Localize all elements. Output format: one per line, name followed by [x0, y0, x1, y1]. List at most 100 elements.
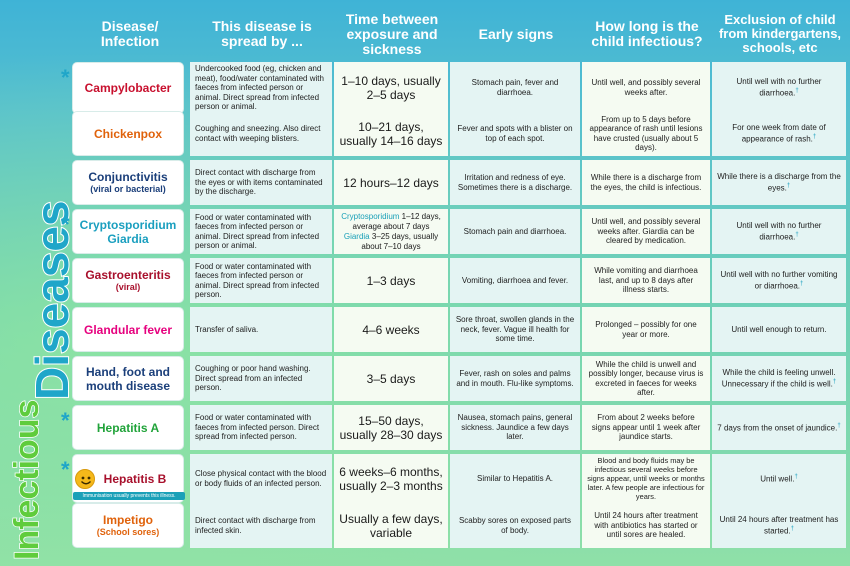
- time-cell: 12 hours–12 days: [334, 160, 448, 205]
- smiley-face-icon: [75, 469, 95, 489]
- dagger-icon: †: [786, 182, 791, 189]
- asterisk-icon: *: [61, 457, 70, 482]
- exclusion-text: While there is a discharge from the eyes…: [717, 172, 841, 193]
- spread-cell: Direct contact with discharge from the e…: [190, 160, 332, 205]
- spread-cell: Transfer of saliva.: [190, 307, 332, 352]
- infectious-cell: From up to 5 days before appearance of r…: [582, 111, 710, 156]
- signs-cell: Fever and spots with a blister on top of…: [450, 111, 580, 156]
- disease-name: Campylobacter: [84, 80, 172, 95]
- dagger-icon: †: [832, 378, 837, 385]
- disease-subname: (viral): [115, 282, 141, 292]
- immunisation-note: Immunisation usually prevents this illne…: [73, 492, 185, 500]
- disease-name: Impetigo: [103, 513, 153, 527]
- disease-name: Glandular fever: [83, 322, 173, 337]
- disease-name: Conjunctivitis: [88, 170, 168, 184]
- time-cell: 3–5 days: [334, 356, 448, 401]
- signs-cell: Stomach pain, fever and diarrhoea.: [450, 62, 580, 114]
- disease-name-box: Chickenpox: [72, 111, 184, 156]
- exclusion-text: For one week from date of appearance of …: [732, 123, 826, 144]
- spread-cell: Food or water contaminated with faeces f…: [190, 405, 332, 450]
- exclusion-text: Until 24 hours after treatment has start…: [719, 515, 839, 536]
- exclusion-text: Until well with no further diarrhoea.: [736, 221, 822, 242]
- infectious-cell: Blood and body fluids may be infectious …: [582, 454, 710, 503]
- table-row: * Hepatitis B Immunisation usually preve…: [61, 454, 848, 503]
- time-cell: 4–6 weeks: [334, 307, 448, 352]
- disease-name-box: Glandular fever: [72, 307, 184, 352]
- exclusion-cell: For one week from date of appearance of …: [712, 111, 846, 156]
- exclusion-cell: Until well with no further diarrhoea.†: [712, 62, 846, 114]
- side-title-infectious: Infectious: [8, 399, 46, 560]
- signs-cell: Nausea, stomach pains, general sickness.…: [450, 405, 580, 450]
- asterisk-icon: *: [61, 65, 70, 90]
- time-crypto-value: 1–12 days, average about 7 days: [352, 211, 441, 231]
- table-row: Conjunctivitis (viral or bacterial) Dire…: [70, 160, 848, 205]
- exclusion-cell: 7 days from the onset of jaundice.†: [712, 405, 846, 450]
- side-title-diseases: Diseases: [26, 201, 72, 401]
- disease-name: Gastroenteritis: [85, 268, 171, 282]
- dagger-icon: †: [795, 231, 799, 238]
- disease-subname: (viral or bacterial): [90, 184, 166, 194]
- exclusion-text: While the child is feeling unwell. Unnec…: [721, 368, 836, 389]
- infectious-cell: While the child is unwell and possibly l…: [582, 356, 710, 401]
- exclusion-cell: Until well enough to return.: [712, 307, 846, 352]
- exclusion-cell: Until 24 hours after treatment has start…: [712, 503, 846, 548]
- table-row: Hand, foot and mouth disease Coughing or…: [70, 356, 848, 401]
- infectious-cell: Until 24 hours after treatment with anti…: [582, 503, 710, 548]
- dagger-icon: †: [800, 280, 804, 287]
- time-cell: 15–50 days, usually 28–30 days: [334, 405, 448, 450]
- table-row: Gastroenteritis (viral) Food or water co…: [70, 258, 848, 303]
- spread-cell: Close physical contact with the blood or…: [190, 454, 332, 503]
- spread-cell: Coughing and sneezing. Also direct conta…: [190, 111, 332, 156]
- disease-table: * Campylobacter Undercooked food (eg, ch…: [61, 62, 848, 552]
- disease-name: Cryptosporidium: [79, 217, 177, 232]
- time-cell: 1–3 days: [334, 258, 448, 303]
- time-crypto-label: Cryptosporidium: [341, 211, 400, 221]
- disease-name: Hepatitis A: [96, 420, 160, 435]
- header-disease: Disease/ Infection: [100, 18, 160, 49]
- exclusion-cell: While there is a discharge from the eyes…: [712, 160, 846, 205]
- signs-cell: Similar to Hepatitis A.: [450, 454, 580, 503]
- infectious-cell: While there is a discharge from the eyes…: [582, 160, 710, 205]
- time-cell: 1–10 days, usually 2–5 days: [334, 62, 448, 114]
- exclusion-text: 7 days from the onset of jaundice.: [717, 423, 838, 433]
- signs-cell: Stomach pain and diarrhoea.: [450, 209, 580, 254]
- side-title-graphic: Infectious Diseases: [7, 200, 79, 561]
- infectious-cell: While vomiting and diarrhoea last, and u…: [582, 258, 710, 303]
- disease-name-box: * Hepatitis B Immunisation usually preve…: [61, 454, 185, 503]
- disease-name-box: * Campylobacter: [61, 62, 184, 114]
- exclusion-text: Until well.: [760, 474, 795, 484]
- time-giardia-value: 3–25 days, usually about 7–10 days: [361, 231, 439, 251]
- spread-cell: Food or water contaminated with faeces f…: [190, 209, 332, 254]
- infectious-cell: Prolonged – possibly for one year or mor…: [582, 307, 710, 352]
- table-row: * Cryptosporidium Giardia Food or water …: [61, 209, 848, 254]
- disease-name-box: Hand, foot and mouth disease: [72, 356, 184, 401]
- table-row: Glandular fever Transfer of saliva. 4–6 …: [70, 307, 848, 352]
- time-cell: Cryptosporidium 1–12 days, average about…: [334, 209, 448, 254]
- disease-name-box: * Cryptosporidium Giardia: [61, 209, 184, 254]
- signs-cell: Sore throat, swollen glands in the neck,…: [450, 307, 580, 352]
- disease-name: Hepatitis B: [103, 471, 167, 486]
- disease-name: Chickenpox: [93, 126, 162, 141]
- exclusion-text: Until well with no further vomiting or d…: [720, 270, 838, 291]
- table-header: Disease/ Infection This disease is sprea…: [70, 8, 848, 60]
- disease-name: Hand, foot and mouth disease: [85, 364, 171, 393]
- spread-cell: Undercooked food (eg, chicken and meat),…: [190, 62, 332, 114]
- disease-name-box: Conjunctivitis (viral or bacterial): [72, 160, 184, 205]
- exclusion-text: Until well with no further diarrhoea.: [736, 77, 822, 98]
- header-infectious: How long is the child infectious?: [591, 18, 703, 49]
- asterisk-icon: *: [61, 212, 70, 237]
- signs-cell: Vomiting, diarrhoea and fever.: [450, 258, 580, 303]
- exclusion-cell: Until well.†: [712, 454, 846, 503]
- exclusion-cell: While the child is feeling unwell. Unnec…: [712, 356, 846, 401]
- exclusion-cell: Until well with no further diarrhoea.†: [712, 209, 846, 254]
- table-row: Impetigo (School sores) Direct contact w…: [70, 503, 848, 548]
- disease-name-box: * Hepatitis A: [61, 405, 184, 450]
- signs-cell: Scabby sores on exposed parts of body.: [450, 503, 580, 548]
- signs-cell: Fever, rash on soles and palms and in mo…: [450, 356, 580, 401]
- infectious-cell: Until well, and possibly several weeks a…: [582, 209, 710, 254]
- spread-cell: Coughing or poor hand washing. Direct sp…: [190, 356, 332, 401]
- header-time: Time between exposure and sickness: [345, 10, 439, 57]
- signs-cell: Irritation and redness of eye. Sometimes…: [450, 160, 580, 205]
- dagger-icon: †: [812, 133, 817, 140]
- dagger-icon: †: [795, 87, 799, 94]
